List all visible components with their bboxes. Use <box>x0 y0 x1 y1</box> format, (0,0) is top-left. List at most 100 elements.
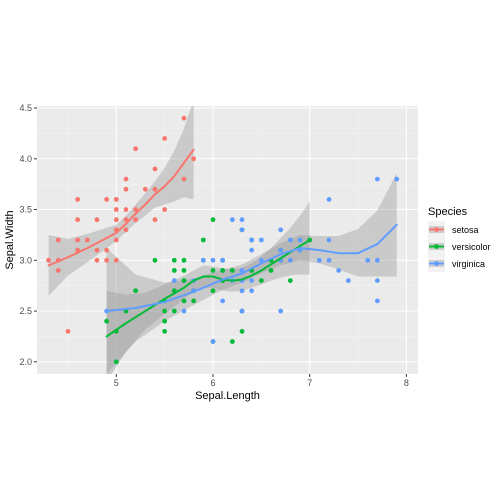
point-versicolor <box>210 268 216 273</box>
point-versicolor <box>162 328 168 334</box>
legend-label-versicolor: versicolor <box>452 242 491 252</box>
legend: Species setosa versicolor virginica <box>428 206 491 272</box>
point-virginica <box>258 237 264 243</box>
point-setosa <box>152 186 158 192</box>
point-setosa <box>113 217 119 223</box>
x-tick-label: 8 <box>404 378 409 388</box>
panel-background <box>37 106 418 374</box>
point-virginica <box>181 308 187 314</box>
x-tick-label: 7 <box>307 378 312 388</box>
point-setosa <box>133 207 139 212</box>
point-virginica <box>374 298 380 304</box>
point-virginica <box>394 176 400 182</box>
point-versicolor <box>229 339 235 344</box>
legend-label-virginica: virginica <box>452 259 485 269</box>
point-setosa <box>113 257 119 263</box>
point-setosa <box>123 176 129 182</box>
point-virginica <box>239 268 245 273</box>
smoother-line-versicolor <box>105 239 311 338</box>
point-setosa <box>75 237 81 243</box>
point-setosa <box>113 196 119 202</box>
point-versicolor <box>181 257 187 263</box>
y-tick-label: 2.0 <box>19 357 32 367</box>
point-virginica <box>336 268 342 273</box>
y-tick-label: 4.5 <box>19 103 32 113</box>
point-virginica <box>220 298 226 304</box>
point-virginica <box>229 217 235 223</box>
point-setosa <box>46 257 52 263</box>
x-tick-label: 5 <box>114 378 119 388</box>
point-versicolor <box>181 278 187 284</box>
axis-ticks <box>34 107 407 377</box>
point-virginica <box>326 257 332 263</box>
point-virginica <box>316 257 322 263</box>
point-versicolor <box>152 257 158 263</box>
point-virginica <box>220 257 226 263</box>
point-virginica <box>171 278 177 284</box>
smoother-lines <box>47 148 398 338</box>
point-setosa <box>133 146 139 152</box>
point-virginica <box>258 257 264 263</box>
tick-labels: 5 6 7 8 2.0 2.5 3.0 3.5 4.0 4.5 <box>19 103 408 388</box>
point-setosa <box>84 237 90 243</box>
point-setosa <box>55 268 61 273</box>
point-virginica <box>239 308 245 314</box>
point-versicolor <box>268 268 274 273</box>
point-versicolor <box>104 318 110 324</box>
point-setosa <box>75 217 81 223</box>
legend-title: Species <box>428 206 468 218</box>
point-versicolor <box>133 288 139 294</box>
confidence-band-virginica <box>106 173 397 374</box>
point-virginica <box>278 308 284 314</box>
smoother-line-virginica <box>105 223 398 313</box>
point-versicolor <box>220 268 226 273</box>
point-setosa <box>123 186 129 192</box>
confidence-band-versicolor <box>106 201 310 374</box>
point-virginica <box>249 288 255 294</box>
point-versicolor <box>171 268 177 273</box>
point-setosa <box>65 328 71 334</box>
legend-key-point <box>434 261 439 266</box>
point-setosa <box>142 186 148 192</box>
point-setosa <box>181 176 187 182</box>
point-setosa <box>123 207 129 212</box>
y-tick-label: 3.0 <box>19 255 32 265</box>
point-virginica <box>200 257 206 263</box>
smoother-line-setosa <box>47 148 195 267</box>
point-setosa <box>55 237 61 243</box>
point-versicolor <box>113 359 119 365</box>
x-tick-label: 6 <box>210 378 215 388</box>
point-versicolor <box>171 308 177 314</box>
point-virginica <box>278 247 284 253</box>
point-virginica <box>249 237 255 243</box>
point-virginica <box>374 278 380 284</box>
point-virginica <box>239 288 245 294</box>
point-virginica <box>210 339 216 344</box>
point-setosa <box>113 237 119 243</box>
point-setosa <box>94 217 100 223</box>
legend-label-setosa: setosa <box>452 225 479 235</box>
point-versicolor <box>171 257 177 263</box>
point-virginica <box>239 227 245 233</box>
point-setosa <box>162 207 168 212</box>
point-setosa <box>94 257 100 263</box>
data-points <box>46 115 400 365</box>
point-virginica <box>249 278 255 284</box>
point-versicolor <box>162 318 168 324</box>
point-virginica <box>374 176 380 182</box>
x-axis-title: Sepal.Length <box>195 390 260 402</box>
point-versicolor <box>200 237 206 243</box>
point-setosa <box>113 207 119 212</box>
point-virginica <box>374 257 380 263</box>
point-setosa <box>104 257 110 263</box>
point-versicolor <box>181 268 187 273</box>
point-setosa <box>191 156 197 162</box>
point-setosa <box>104 247 110 253</box>
point-versicolor <box>287 278 293 284</box>
point-virginica <box>326 196 332 202</box>
point-versicolor <box>181 298 187 304</box>
point-versicolor <box>191 298 197 304</box>
y-tick-label: 3.5 <box>19 205 32 215</box>
point-versicolor <box>239 328 245 334</box>
